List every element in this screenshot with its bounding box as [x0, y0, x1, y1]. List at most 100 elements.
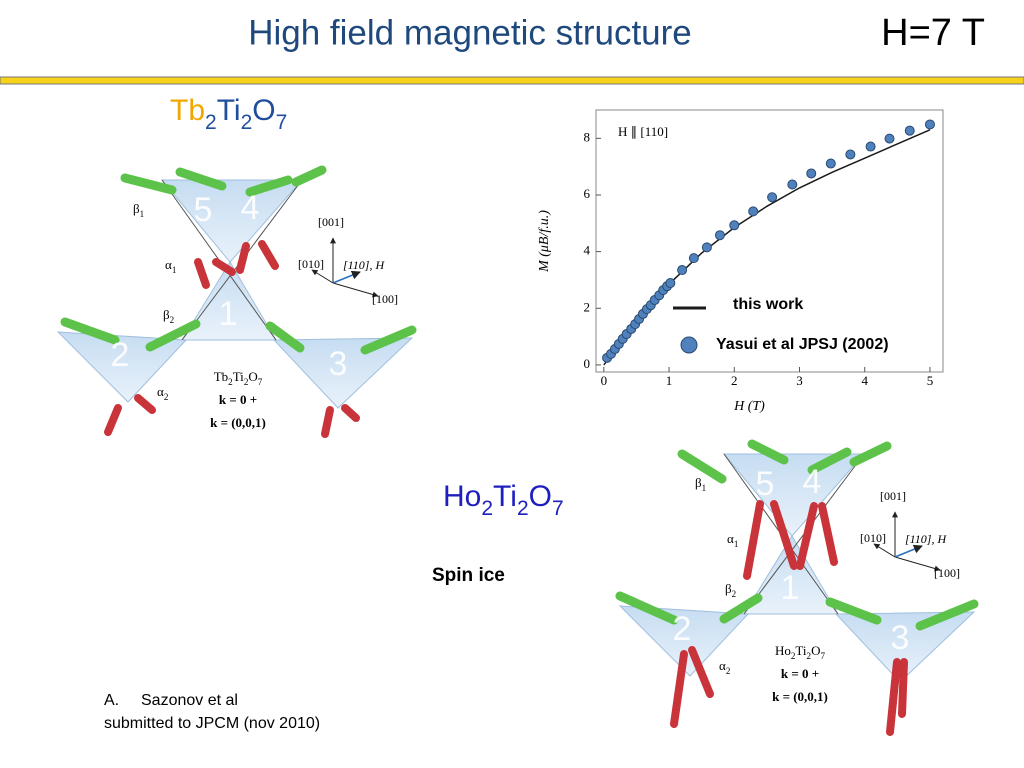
angle-label: β1 — [133, 201, 144, 219]
title-rule — [0, 76, 1024, 85]
data-point — [714, 230, 725, 241]
compound-label: Tb2Ti2O7 — [170, 94, 287, 134]
formula-subscript: 2 — [241, 111, 253, 134]
propagation-vector: k = 0 + — [219, 392, 257, 407]
site-label: 4 — [241, 189, 260, 227]
y-tick-label: 8 — [584, 129, 591, 144]
x-tick-label: 0 — [601, 373, 608, 388]
y-tick-label: 6 — [584, 186, 591, 201]
y-tick-label: 4 — [584, 243, 591, 258]
angle-label: α2 — [719, 658, 730, 676]
ho-structure — [615, 439, 979, 736]
axis-direction: [001] — [880, 489, 906, 503]
angle-label: β2 — [163, 307, 174, 325]
data-point — [845, 149, 856, 160]
formula-subscript: 2 — [791, 651, 796, 661]
propagation-vector: k = (0,0,1) — [772, 689, 828, 704]
axis-direction: [100] — [372, 292, 398, 306]
formula-subscript: 2 — [517, 497, 529, 520]
tb-structure — [58, 165, 417, 438]
angle-symbol: α — [727, 531, 734, 546]
formula-subscript: 7 — [820, 651, 825, 661]
x-tick-label: 4 — [861, 373, 868, 388]
angle-index: 2 — [164, 392, 169, 402]
data-point — [677, 265, 688, 276]
formula-element: O — [811, 643, 820, 658]
data-point — [825, 158, 836, 169]
magnetization-chart: 0 1 2 3 4 5 0 2 4 6 8 H (T) M (μB/f.u.) H ∥ [110] this… — [537, 109, 944, 414]
angle-symbol: β — [133, 201, 140, 216]
angle-symbol: α — [157, 384, 164, 399]
formula-subscript: 2 — [244, 377, 249, 387]
angle-index: 1 — [140, 209, 145, 219]
propagation-vector: k = (0,0,1) — [210, 415, 266, 430]
formula-element: Ho — [775, 643, 791, 658]
reference-journal: submitted to JPCM (nov 2010) — [104, 715, 320, 732]
x-axis-title: H (T) — [733, 399, 765, 414]
y-axis-title: M (μB/f.u.) — [537, 210, 552, 273]
angle-symbol: α — [719, 658, 726, 673]
data-point — [767, 192, 778, 203]
formula-element: O — [248, 369, 257, 384]
data-point — [806, 168, 817, 179]
x-tick-label: 2 — [731, 373, 738, 388]
angle-index: 1 — [702, 483, 707, 493]
compound-label: Ho2Ti2O7 — [443, 480, 564, 520]
x-tick-label: 1 — [666, 373, 673, 388]
reference-marker: A. — [104, 692, 119, 709]
site-label: 5 — [194, 191, 213, 229]
data-point — [865, 141, 876, 152]
annotation: H ∥ [110] — [618, 124, 668, 139]
formula-element: Ti — [217, 94, 241, 127]
formula-element: Ti — [233, 369, 244, 384]
site-label: 1 — [781, 569, 800, 607]
angle-symbol: β — [725, 581, 732, 596]
legend-label: this work — [733, 296, 803, 313]
data-point — [787, 179, 798, 190]
formula-element: O — [529, 480, 552, 513]
angle-symbol: α — [165, 257, 172, 272]
angle-index: 2 — [732, 589, 737, 599]
formula-element: Ti — [493, 480, 517, 513]
formula-element: Ho — [443, 480, 481, 513]
legend-marker — [680, 336, 698, 354]
y-tick-label: 0 — [584, 356, 591, 371]
angle-label: α2 — [157, 384, 168, 402]
formula-subscript: 7 — [276, 111, 288, 134]
angle-symbol: β — [163, 307, 170, 322]
spin-ice-note: Spin ice — [432, 565, 505, 586]
reference-authors: Sazonov et al — [141, 692, 238, 709]
angle-label: α1 — [727, 531, 738, 549]
formula-element: Ti — [795, 643, 806, 658]
angle-symbol: β — [695, 475, 702, 490]
x-tick-label: 5 — [927, 373, 934, 388]
formula-subscript: 2 — [205, 111, 217, 134]
formula-subscript: 2 — [807, 651, 812, 661]
propagation-vector: k = 0 + — [781, 666, 819, 681]
data-point — [904, 125, 915, 136]
angle-label: β2 — [725, 581, 736, 599]
site-label: 1 — [219, 295, 238, 333]
data-point — [729, 220, 740, 231]
angle-index: 2 — [170, 315, 175, 325]
data-point — [701, 242, 712, 253]
axis-direction: [001] — [318, 215, 344, 229]
data-point — [884, 133, 895, 144]
x-tick-label: 3 — [796, 373, 803, 388]
legend-label: Yasui et al JPSJ (2002) — [716, 336, 889, 353]
data-point — [688, 253, 699, 264]
angle-index: 1 — [734, 539, 739, 549]
angle-label: β1 — [695, 475, 706, 493]
site-label: 5 — [756, 465, 775, 503]
axis-direction: [100] — [934, 566, 960, 580]
diagram-formula: Tb2Ti2O7 — [214, 369, 263, 387]
formula-element: Tb — [214, 369, 228, 384]
site-label: 4 — [803, 463, 822, 501]
slide-title: High field magnetic structure — [248, 13, 692, 52]
plot-frame — [595, 109, 944, 373]
angle-label: α1 — [165, 257, 176, 275]
data-point — [665, 278, 676, 289]
